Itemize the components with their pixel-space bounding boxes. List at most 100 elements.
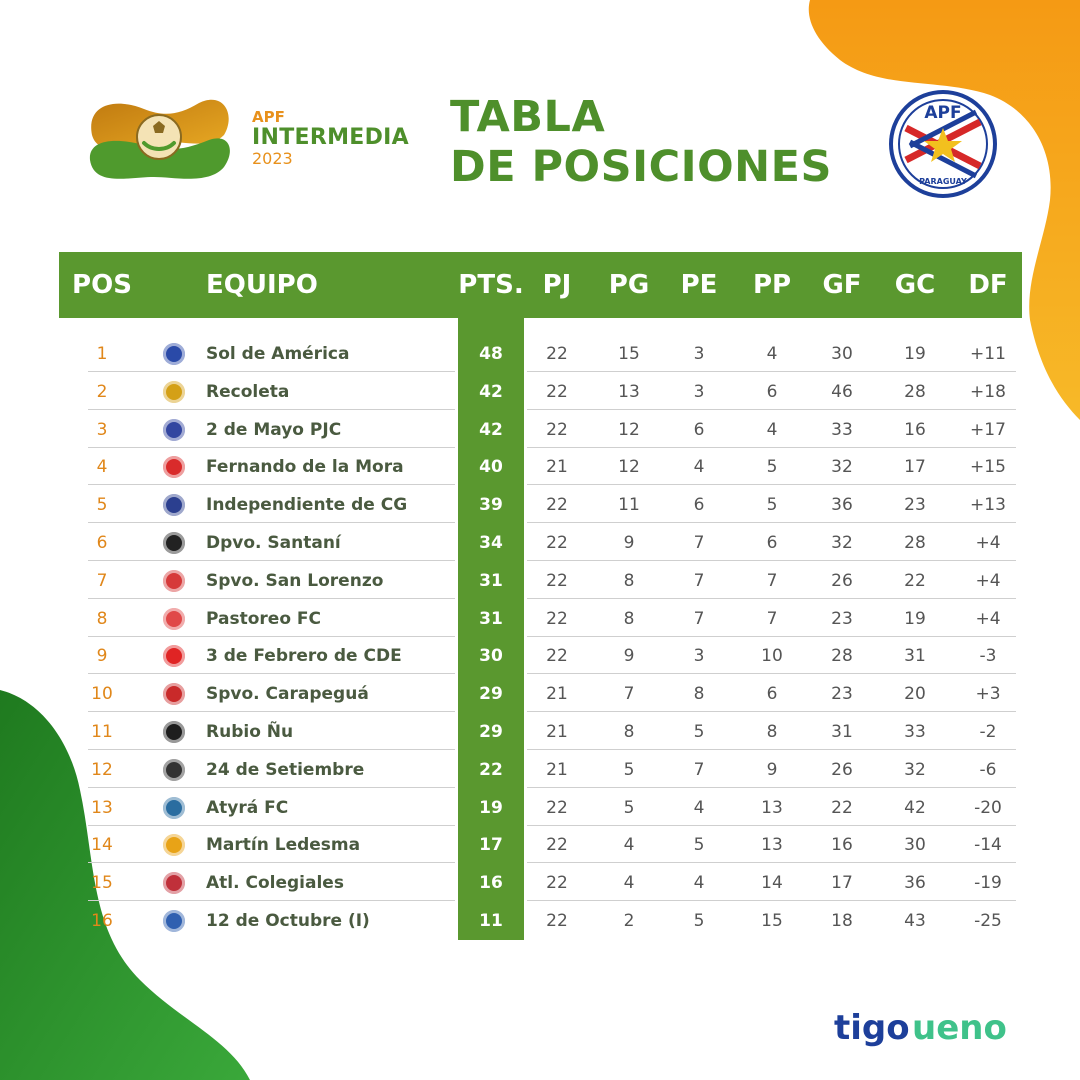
row-gf: 30 [831,344,853,364]
row-separator [88,371,455,372]
team-badge-icon [163,456,185,478]
row-pj: 22 [546,798,568,818]
row-team-name: Martín Ledesma [206,835,361,855]
row-points: 31 [479,609,503,629]
row-pg: 11 [618,495,640,515]
table-row: 9 3 de Febrero de CDE 30 22 9 3 10 28 31 -3 [59,637,1022,675]
row-df: +4 [975,533,1001,553]
row-position: 8 [96,609,108,629]
row-separator [527,673,1016,674]
row-separator [527,825,1016,826]
row-df: -19 [974,873,1002,893]
row-points: 42 [479,420,503,440]
row-separator [527,522,1016,523]
header-pts: PTS. [458,270,524,300]
row-pg: 9 [623,533,635,553]
row-gf: 23 [831,609,853,629]
row-gc: 23 [904,495,926,515]
row-df: -6 [979,760,997,780]
row-team-name: 24 de Setiembre [206,760,365,780]
row-pj: 22 [546,382,568,402]
row-pe: 3 [693,382,705,402]
row-team-name: Spvo. San Lorenzo [206,571,384,591]
header-pp: PP [752,270,792,300]
table-row: 1 Sol de América 48 22 15 3 4 30 19 +11 [59,335,1022,373]
row-pe: 4 [693,457,705,477]
team-badge-icon [163,834,185,856]
row-separator [88,749,455,750]
row-pj: 22 [546,495,568,515]
header-pg: PG [608,270,650,300]
row-pj: 22 [546,911,568,931]
logo-line-intermedia: INTERMEDIA [252,125,409,150]
row-separator [527,560,1016,561]
row-gf: 36 [831,495,853,515]
table-row: 2 Recoleta 42 22 13 3 6 46 28 +18 [59,373,1022,411]
row-pg: 4 [623,835,635,855]
points-column-highlight [458,318,524,940]
row-team-name: Recoleta [206,382,290,402]
row-separator [527,636,1016,637]
row-pg: 7 [623,684,635,704]
row-position: 12 [91,760,113,780]
row-points: 29 [479,684,503,704]
row-gf: 31 [831,722,853,742]
row-pp: 7 [766,609,778,629]
row-pg: 13 [618,382,640,402]
table-row: 14 Martín Ledesma 17 22 4 5 13 16 30 -14 [59,826,1022,864]
team-badge-icon [163,608,185,630]
row-pp: 5 [766,457,778,477]
row-gf: 17 [831,873,853,893]
row-position: 4 [96,457,108,477]
apf-crest-icon: APF PARAGUAY [889,90,997,198]
row-position: 15 [91,873,113,893]
row-team-name: Dpvo. Santaní [206,533,341,553]
row-separator [88,787,455,788]
title-line-1: TABLA [450,92,606,142]
row-team-name: 12 de Octubre (I) [206,911,370,931]
team-badge-icon [163,381,185,403]
row-gc: 20 [904,684,926,704]
row-gc: 19 [904,344,926,364]
row-position: 2 [96,382,108,402]
row-gc: 28 [904,533,926,553]
table-row: 3 2 de Mayo PJC 42 22 12 6 4 33 16 +17 [59,411,1022,449]
row-points: 29 [479,722,503,742]
row-points: 17 [479,835,503,855]
row-team-name: 3 de Febrero de CDE [206,646,402,666]
row-pp: 6 [766,684,778,704]
row-separator [527,371,1016,372]
row-position: 3 [96,420,108,440]
team-badge-icon [163,721,185,743]
row-separator [88,862,455,863]
row-gc: 32 [904,760,926,780]
row-df: +4 [975,571,1001,591]
row-position: 1 [96,344,108,364]
row-df: -3 [979,646,997,666]
row-pg: 4 [623,873,635,893]
row-pg: 12 [618,457,640,477]
team-badge-icon [163,570,185,592]
crest-top-text: APF [924,103,961,123]
row-gf: 22 [831,798,853,818]
row-separator [527,711,1016,712]
row-df: +18 [970,382,1006,402]
row-gf: 16 [831,835,853,855]
table-row: 16 12 de Octubre (I) 11 22 2 5 15 18 43 -25 [59,902,1022,940]
row-pg: 9 [623,646,635,666]
row-pg: 12 [618,420,640,440]
row-pg: 8 [623,571,635,591]
row-pe: 6 [693,420,705,440]
row-pj: 21 [546,722,568,742]
intermedia-logo-icon [89,99,230,179]
row-separator [527,598,1016,599]
row-gf: 18 [831,911,853,931]
row-points: 22 [479,760,503,780]
row-separator [527,749,1016,750]
row-gf: 28 [831,646,853,666]
team-badge-icon [163,797,185,819]
row-separator [527,484,1016,485]
row-team-name: Independiente de CG [206,495,408,515]
row-pj: 21 [546,760,568,780]
row-points: 16 [479,873,503,893]
